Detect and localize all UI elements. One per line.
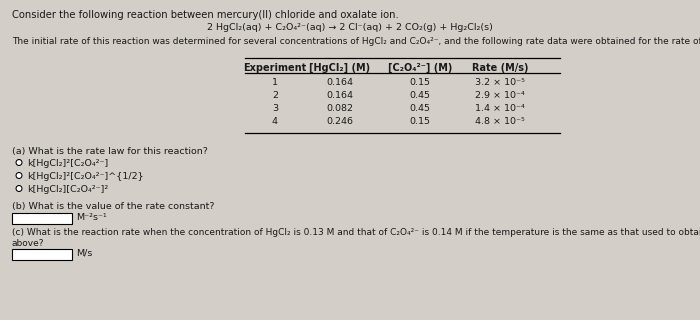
Text: 0.164: 0.164 — [326, 91, 354, 100]
Circle shape — [16, 186, 22, 191]
Text: Rate (M/s): Rate (M/s) — [472, 63, 528, 73]
Bar — [12, 213, 72, 224]
Text: 4.8 × 10⁻⁵: 4.8 × 10⁻⁵ — [475, 117, 525, 126]
Text: 1: 1 — [272, 78, 278, 87]
Text: M/s: M/s — [76, 249, 92, 258]
Text: 3.2 × 10⁻⁵: 3.2 × 10⁻⁵ — [475, 78, 525, 87]
Text: 0.15: 0.15 — [410, 117, 430, 126]
Text: 2: 2 — [272, 91, 278, 100]
Text: 0.45: 0.45 — [410, 104, 430, 113]
Text: above?: above? — [12, 239, 45, 248]
Text: 2 HgCl₂(aq) + C₂O₄²⁻(aq) → 2 Cl⁻(aq) + 2 CO₂(g) + Hg₂Cl₂(s): 2 HgCl₂(aq) + C₂O₄²⁻(aq) → 2 Cl⁻(aq) + 2… — [207, 23, 493, 32]
Bar — [12, 249, 72, 260]
Text: 0.246: 0.246 — [326, 117, 354, 126]
Text: 3: 3 — [272, 104, 278, 113]
Text: k[HgCl₂][C₂O₄²⁻]²: k[HgCl₂][C₂O₄²⁻]² — [27, 185, 108, 194]
Text: 4: 4 — [272, 117, 278, 126]
Text: M⁻²s⁻¹: M⁻²s⁻¹ — [76, 213, 106, 222]
Text: (b) What is the value of the rate constant?: (b) What is the value of the rate consta… — [12, 202, 214, 211]
Text: Consider the following reaction between mercury(II) chloride and oxalate ion.: Consider the following reaction between … — [12, 10, 399, 20]
Text: k[HgCl₂]²[C₂O₄²⁻]^{1/2}: k[HgCl₂]²[C₂O₄²⁻]^{1/2} — [27, 172, 144, 181]
Text: (c) What is the reaction rate when the concentration of HgCl₂ is 0.13 M and that: (c) What is the reaction rate when the c… — [12, 228, 700, 237]
Text: (a) What is the rate law for this reaction?: (a) What is the rate law for this reacti… — [12, 147, 208, 156]
Text: 1.4 × 10⁻⁴: 1.4 × 10⁻⁴ — [475, 104, 525, 113]
Text: 0.164: 0.164 — [326, 78, 354, 87]
Circle shape — [16, 172, 22, 179]
Text: 2.9 × 10⁻⁴: 2.9 × 10⁻⁴ — [475, 91, 525, 100]
Text: Experiment: Experiment — [244, 63, 307, 73]
Text: The initial rate of this reaction was determined for several concentrations of H: The initial rate of this reaction was de… — [12, 37, 700, 46]
Text: 0.082: 0.082 — [326, 104, 354, 113]
Text: 0.15: 0.15 — [410, 78, 430, 87]
Circle shape — [16, 159, 22, 165]
Text: [HgCl₂] (M): [HgCl₂] (M) — [309, 63, 370, 73]
Text: k[HgCl₂]²[C₂O₄²⁻]: k[HgCl₂]²[C₂O₄²⁻] — [27, 159, 108, 168]
Text: 0.45: 0.45 — [410, 91, 430, 100]
Text: [C₂O₄²⁻] (M): [C₂O₄²⁻] (M) — [388, 63, 452, 73]
